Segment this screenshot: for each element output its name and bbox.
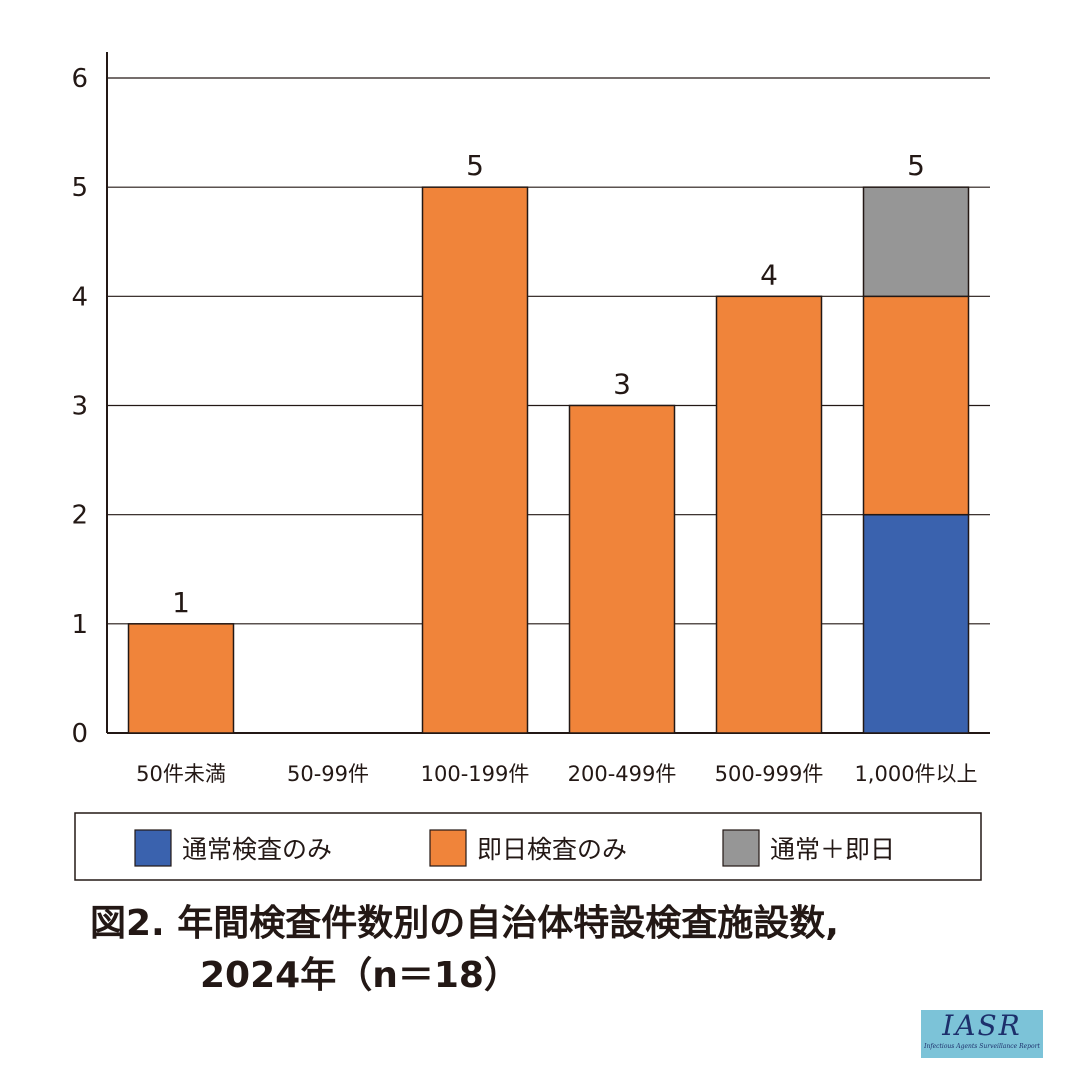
- legend-swatch: [722, 829, 760, 867]
- x-tick-label: 50-99件: [287, 762, 369, 786]
- y-tick-label: 5: [71, 173, 88, 203]
- y-tick-label: 0: [71, 719, 88, 749]
- legend-box: [74, 812, 982, 881]
- legend-label: 通常＋即日: [770, 835, 895, 864]
- x-tick-label: 500-999件: [715, 762, 824, 786]
- bar-通常検査のみ: [862, 513, 970, 734]
- data-label: 5: [466, 149, 484, 182]
- title-line-2: 2024年（n＝18）: [200, 955, 520, 996]
- bar-即日検査のみ: [421, 186, 529, 734]
- iasr-logo: IASR Infectious Agents Surveillance Repo…: [921, 1010, 1043, 1058]
- data-label: 4: [760, 258, 778, 291]
- y-tick-label: 2: [71, 501, 88, 531]
- x-tick-label: 100-199件: [421, 762, 530, 786]
- title-line-1: 図2. 年間検査件数別の自治体特設検査施設数,: [90, 903, 839, 944]
- data-label: 5: [907, 149, 925, 182]
- logo-main: IASR: [942, 1009, 1022, 1042]
- logo-sub: Infectious Agents Surveillance Report: [924, 1043, 1040, 1050]
- y-tick-label: 1: [71, 610, 88, 640]
- legend-label: 即日検査のみ: [477, 835, 627, 864]
- legend-label: 通常検査のみ: [182, 835, 332, 864]
- chart-title: 図2. 年間検査件数別の自治体特設検査施設数, 2024年（n＝18）: [90, 898, 839, 1002]
- bar-即日検査のみ: [568, 404, 676, 734]
- legend-swatch: [429, 829, 467, 867]
- x-tick-label: 1,000件以上: [854, 762, 977, 786]
- bar-即日検査のみ: [715, 295, 823, 734]
- y-tick-label: 3: [71, 392, 88, 422]
- y-tick-label: 4: [71, 282, 88, 312]
- bar-即日検査のみ: [127, 623, 235, 734]
- x-tick-label: 50件未満: [136, 762, 226, 786]
- bar-即日検査のみ: [862, 295, 970, 516]
- legend-swatch: [134, 829, 172, 867]
- data-label: 1: [172, 586, 190, 619]
- data-label: 3: [613, 368, 631, 401]
- x-tick-label: 200-499件: [568, 762, 677, 786]
- y-tick-label: 6: [71, 64, 88, 94]
- bar-通常＋即日: [862, 186, 970, 298]
